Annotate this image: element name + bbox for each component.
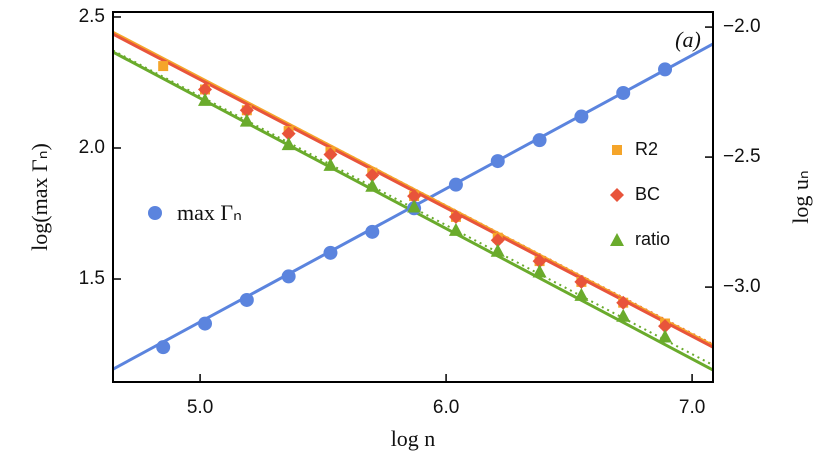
point [198, 82, 213, 97]
point [448, 222, 463, 236]
point [490, 233, 505, 248]
x-tick-label: 6.0 [433, 397, 459, 418]
point [198, 92, 213, 106]
y-axis-label: log(max Γₙ) [27, 143, 52, 251]
x-tick-label: 5.0 [187, 397, 213, 418]
y-tick-label: 2.0 [79, 137, 105, 158]
point [156, 340, 171, 355]
point [448, 177, 463, 192]
point [616, 295, 631, 310]
legend-label: ratio [635, 229, 670, 249]
point [532, 133, 547, 148]
point [658, 329, 673, 343]
annotation: (a) [675, 27, 701, 52]
point [281, 137, 296, 151]
point [323, 147, 338, 162]
point [158, 61, 169, 72]
legend-marker [610, 188, 624, 202]
point [323, 157, 338, 171]
point [574, 109, 589, 124]
legend-marker [148, 206, 162, 220]
fit-line [113, 49, 713, 366]
legend-label: R2 [635, 139, 658, 159]
x-tick-label: 7.0 [679, 397, 705, 418]
point [323, 245, 338, 260]
point [532, 254, 547, 269]
point [407, 189, 422, 204]
point [281, 126, 296, 141]
plot-frame [112, 11, 714, 383]
y2-tick-label: −2.5 [723, 146, 761, 167]
plot-area [113, 30, 713, 372]
point [574, 274, 589, 289]
legend-marker [610, 233, 624, 246]
point [658, 319, 673, 334]
point [365, 168, 380, 183]
point [448, 209, 463, 224]
legend-label: BC [635, 184, 660, 204]
point [490, 243, 505, 257]
point [407, 199, 422, 213]
point [616, 308, 631, 322]
point [574, 287, 589, 301]
point [365, 178, 380, 192]
point [616, 85, 631, 100]
y2-tick-label: −3.0 [723, 276, 761, 297]
point [281, 269, 296, 284]
point [490, 154, 505, 169]
y2-axis-label: log uₙ [788, 170, 813, 223]
y2-tick-label: −2.0 [723, 16, 761, 37]
x-axis-label: log n [391, 426, 436, 451]
point [239, 103, 254, 118]
point [658, 62, 673, 77]
point [239, 292, 254, 307]
point [239, 113, 254, 127]
point [365, 224, 380, 239]
legend-label: max Γₙ [177, 200, 242, 225]
point [198, 316, 213, 331]
y-tick-label: 2.5 [79, 6, 105, 27]
legend-marker [612, 145, 622, 155]
y-tick-label: 1.5 [79, 268, 105, 289]
point [532, 264, 547, 278]
